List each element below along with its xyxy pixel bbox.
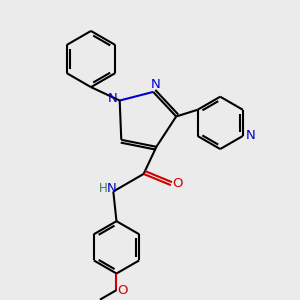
Text: N: N xyxy=(151,78,160,92)
Text: H: H xyxy=(99,182,108,195)
Text: O: O xyxy=(118,284,128,297)
Text: O: O xyxy=(172,177,183,190)
Text: N: N xyxy=(108,92,118,105)
Text: N: N xyxy=(107,182,117,195)
Text: N: N xyxy=(246,130,256,142)
